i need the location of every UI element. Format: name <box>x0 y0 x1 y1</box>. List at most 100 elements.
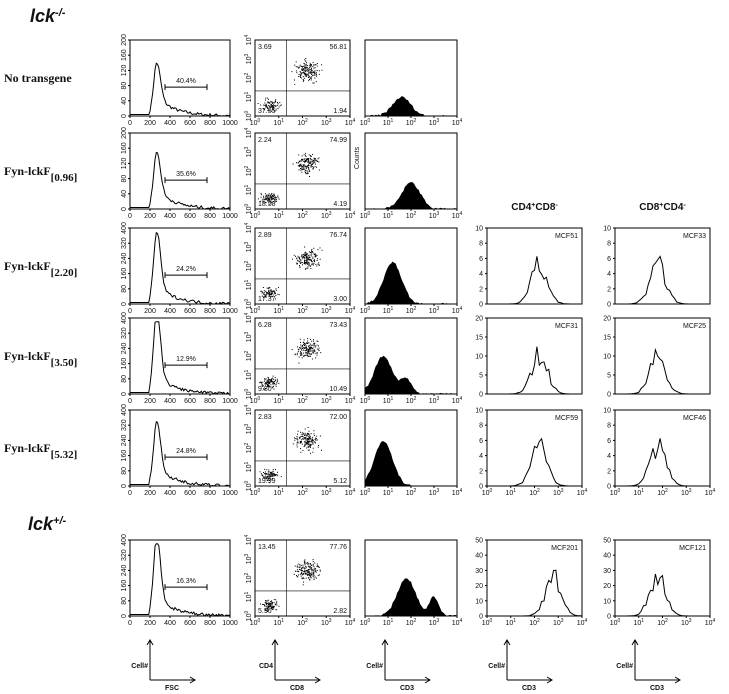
y-tick-label: 8 <box>607 241 611 248</box>
event-dot <box>321 449 322 451</box>
tick-exp: 0 <box>618 488 621 494</box>
event-dot <box>264 605 266 607</box>
event-dot <box>271 386 273 388</box>
header-sup: + <box>659 202 663 209</box>
event-dot <box>308 162 310 164</box>
event-dot <box>303 158 305 160</box>
event-dot <box>297 162 299 164</box>
panel-frame <box>254 132 351 210</box>
event-dot <box>310 252 312 253</box>
tick-exp: 2 <box>305 618 308 624</box>
event-dot <box>300 353 302 355</box>
quadrant-value: 6.28 <box>258 322 272 329</box>
event-dot <box>306 260 308 262</box>
tick-base: 10 <box>246 113 253 121</box>
mcf-label: MCF46 <box>683 415 706 422</box>
event-dot <box>298 566 300 568</box>
event-dot <box>296 258 298 260</box>
event-dot <box>273 599 275 601</box>
event-dot <box>321 69 323 71</box>
event-dot <box>264 604 265 606</box>
event-dot <box>305 167 307 169</box>
event-dot <box>310 343 312 345</box>
event-dot <box>300 160 302 162</box>
event-dot <box>309 64 311 66</box>
event-dot <box>308 76 309 78</box>
event-dot <box>316 563 318 565</box>
x-tick-label: 100 <box>610 488 621 497</box>
event-dot <box>313 71 314 73</box>
event-dot <box>318 445 320 446</box>
event-dot <box>304 252 306 254</box>
x-tick-label: 102 <box>406 306 417 315</box>
quadrant-value: 76.74 <box>329 232 347 239</box>
event-dot <box>312 344 314 346</box>
event-dot <box>266 479 268 481</box>
event-dot <box>306 573 308 575</box>
tick-base: 10 <box>246 149 253 157</box>
y-tick-label: 4 <box>607 453 611 460</box>
event-dot <box>309 344 311 346</box>
tick-exp: 4 <box>244 222 250 225</box>
event-dot <box>264 295 266 297</box>
event-dot <box>299 438 301 440</box>
event-dot <box>295 66 297 68</box>
event-dot <box>308 351 310 353</box>
event-dot <box>272 381 273 383</box>
event-dot <box>274 201 276 203</box>
event-dot <box>298 570 299 572</box>
fsc-histogram <box>130 321 230 395</box>
event-dot <box>303 68 305 70</box>
event-dot <box>303 437 305 438</box>
event-dot <box>267 376 269 378</box>
event-dot <box>308 438 310 440</box>
event-dot <box>307 73 309 75</box>
event-dot <box>312 576 314 578</box>
event-dot <box>307 443 309 445</box>
event-dot <box>263 201 265 203</box>
row-name: Fyn-lckF <box>4 164 51 178</box>
tick-base: 10 <box>429 213 437 220</box>
event-dot <box>303 72 305 74</box>
event-dot <box>312 573 314 575</box>
x-tick-label: 101 <box>383 118 394 127</box>
event-dot <box>272 102 273 104</box>
panel-frame <box>254 39 351 117</box>
event-dot <box>297 351 299 353</box>
y-tick-label: 101 <box>244 369 253 380</box>
tick-base: 10 <box>360 308 368 315</box>
tick-exp: 1 <box>281 488 284 494</box>
x-tick-label: 101 <box>273 118 284 127</box>
event-dot <box>309 79 310 80</box>
x-tick-label: 102 <box>297 396 308 405</box>
y-tick-label: 50 <box>475 538 483 545</box>
event-dot <box>308 165 310 167</box>
event-dot <box>268 197 270 199</box>
tick-exp: 3 <box>437 306 440 312</box>
x-tick-label: 103 <box>321 118 332 127</box>
event-dot <box>270 476 272 477</box>
event-dot <box>301 159 303 161</box>
y-tick-label: 40 <box>603 553 611 560</box>
group-sup: +/- <box>53 515 66 527</box>
event-dot <box>309 446 311 448</box>
event-dot <box>309 354 311 356</box>
event-dot <box>304 355 305 357</box>
event-dot <box>307 259 308 261</box>
event-dot <box>268 382 270 384</box>
event-dot <box>306 68 308 70</box>
event-dot <box>307 267 309 269</box>
tick-exp: 1 <box>391 488 394 494</box>
event-dot <box>266 473 268 475</box>
y-tick-label: 2 <box>479 468 483 475</box>
event-dot <box>304 352 306 354</box>
gate-bar <box>164 454 208 461</box>
event-dot <box>306 255 308 257</box>
event-dot <box>313 71 315 73</box>
event-dot <box>304 263 306 265</box>
event-dot <box>301 66 303 68</box>
event-dot <box>304 559 306 561</box>
event-dot <box>276 381 278 383</box>
tick-base: 10 <box>250 490 258 497</box>
